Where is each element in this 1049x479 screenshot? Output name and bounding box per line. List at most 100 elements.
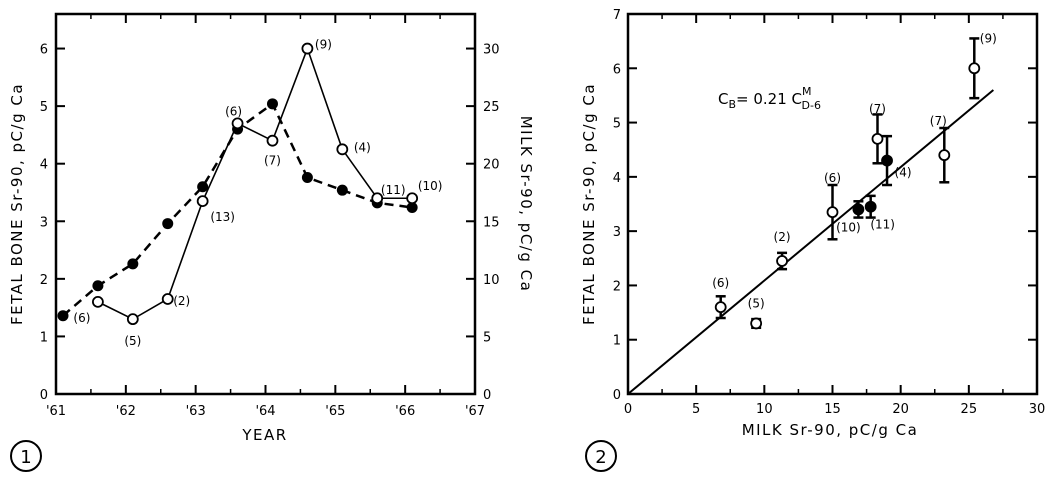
sample-size-label: (11) — [870, 218, 895, 232]
panel-1-y-tick-label: 2 — [40, 273, 48, 288]
panel-2-y-tick-label: 4 — [613, 171, 621, 186]
milk-point — [92, 280, 104, 292]
fetal-bone-point — [126, 313, 139, 326]
panel-1-right-y-axis-label: MILK Sr-90, pC/g Ca — [517, 116, 535, 293]
panel-1-x-tick-label: '67 — [465, 404, 485, 419]
panel-1-right-y-tick-label: 10 — [483, 273, 500, 288]
equation-sub-b: B — [728, 98, 736, 111]
panel-2-axes: 0 5 10 15 20 25 30 0 1 2 3 4 5 6 7 — [613, 8, 1046, 417]
panel-1-right-y-tick-label: 30 — [483, 43, 500, 58]
panel-2-y-tick-label: 2 — [613, 279, 621, 294]
open-data-point — [750, 317, 763, 330]
sample-size-label: (10) — [836, 220, 861, 234]
panel-1-y-tick-label: 6 — [40, 43, 48, 58]
fetal-bone-sample-size-label: (2) — [173, 294, 190, 308]
open-data-point — [714, 301, 727, 314]
sample-size-label: (9) — [980, 31, 997, 45]
fetal-bone-point — [406, 192, 419, 205]
panel-1-y-tick-label: 4 — [40, 158, 48, 173]
sample-size-label: (6) — [712, 276, 729, 290]
fetal-bone-point — [231, 117, 244, 130]
filled-data-point — [864, 200, 877, 213]
fetal-bone-sample-size-label: (7) — [264, 154, 281, 168]
panel-2-y-tick-label: 3 — [613, 225, 621, 240]
fetal-bone-point — [266, 134, 279, 147]
panel-1-y-tick-label: 5 — [40, 100, 48, 115]
fetal-bone-point — [336, 143, 349, 156]
milk-point — [336, 184, 348, 196]
panel-2-marks: (6) (5) (2) (6) (10) (11) (7) (4) (7) (9) — [627, 31, 997, 395]
panel-2-y-tick-label: 6 — [613, 62, 621, 77]
panel-2-x-tick-label: 30 — [1029, 402, 1046, 417]
panel-1-y-tick-label: 1 — [40, 330, 48, 345]
fetal-bone-sample-size-label: (11) — [381, 183, 406, 197]
panel-1-y-axis-label: FETAL BONE Sr-90, pC/g Ca — [8, 83, 26, 325]
equation-sup-m: M — [802, 85, 812, 98]
panel-1-y-tick-label: 0 — [40, 388, 48, 403]
equation-mid: = 0.21 C — [736, 90, 802, 108]
panel-1-x-tick-label: '63 — [186, 404, 206, 419]
panel-2-y-tick-label: 1 — [613, 334, 621, 349]
panel-1-x-tick-label: '61 — [46, 404, 66, 419]
filled-data-point — [852, 203, 865, 216]
milk-series-line — [62, 101, 413, 317]
panel-1-number-badge — [10, 440, 42, 472]
fetal-bone-sample-size-label: (4) — [354, 140, 371, 154]
milk-point — [127, 258, 139, 270]
sample-size-label: (6) — [824, 171, 841, 185]
milk-point — [57, 310, 69, 322]
panel-2-chart: 0 5 10 15 20 25 30 0 1 2 3 4 5 6 7 (6) (5) (2) (6) (10) (11… — [580, 8, 1046, 472]
panel-2-y-tick-label: 0 — [613, 388, 621, 403]
sample-size-label: (5) — [748, 296, 765, 310]
panel-2-x-axis-label: MILK Sr-90, pC/g Ca — [742, 421, 919, 439]
milk-point — [197, 181, 209, 193]
fetal-bone-sample-size-label: (6) — [73, 311, 90, 325]
sample-size-label: (4) — [895, 166, 912, 180]
open-data-point — [776, 255, 788, 267]
filled-data-point — [881, 154, 893, 167]
panel-2-x-tick-label: 25 — [961, 402, 978, 417]
panel-2-equation: CB= 0.21 CM D-6 — [718, 85, 821, 112]
panel-1-x-tick-label: '62 — [116, 404, 136, 419]
open-data-point — [938, 149, 951, 162]
fetal-bone-sample-size-label: (10) — [418, 179, 443, 193]
panel-1-marks: (6) (5) (2) (13) (6) (7) (9) (4) (11) (10) — [57, 38, 443, 348]
panel-2-x-tick-label: 0 — [624, 402, 632, 417]
fetal-bone-sample-size-label: (6) — [225, 104, 242, 118]
panel-1-number: 1 — [20, 447, 31, 468]
panel-2-x-tick-label: 5 — [692, 402, 700, 417]
panel-2-x-tick-label: 10 — [756, 402, 773, 417]
panel-1-x-tick-label: '66 — [395, 404, 415, 419]
equation-base: C — [718, 90, 728, 108]
panel-1-x-tick-label: '64 — [255, 404, 275, 419]
milk-point — [162, 218, 174, 230]
panel-1-x-axis-label: YEAR — [241, 426, 287, 444]
fetal-bone-point — [196, 195, 209, 208]
panel-2-y-tick-label: 5 — [613, 117, 621, 132]
panel-2-x-tick-label: 20 — [892, 402, 909, 417]
panel-1-chart: '61'62'63'64'65'66'670123456051015202530… — [8, 12, 535, 472]
fetal-bone-point — [161, 293, 174, 305]
panel-2-x-tick-label: 15 — [824, 402, 841, 417]
milk-point — [266, 98, 278, 110]
panel-1-right-y-tick-label: 20 — [483, 158, 500, 173]
sample-size-label: (7) — [930, 114, 947, 128]
fetal-bone-sample-size-label: (5) — [124, 334, 141, 348]
panel-2-number: 2 — [595, 447, 606, 468]
milk-point — [301, 172, 313, 184]
panel-1-right-y-tick-label: 25 — [483, 100, 500, 115]
fetal-bone-point — [301, 42, 314, 55]
panel-1-right-y-tick-label: 5 — [483, 330, 491, 345]
fetal-bone-point — [92, 295, 104, 308]
panel-2-y-tick-label: 7 — [613, 8, 621, 23]
panel-1-x-tick-label: '65 — [325, 404, 345, 419]
fetal-bone-sample-size-label: (13) — [210, 210, 235, 224]
open-data-point — [968, 62, 981, 75]
equation-sub-d6: D-6 — [802, 99, 821, 112]
regression-line — [627, 89, 995, 395]
sample-size-label: (7) — [869, 102, 886, 116]
panel-1-right-y-tick-label: 0 — [483, 388, 491, 403]
open-data-point — [826, 206, 839, 219]
fetal-bone-series-line — [97, 46, 413, 321]
